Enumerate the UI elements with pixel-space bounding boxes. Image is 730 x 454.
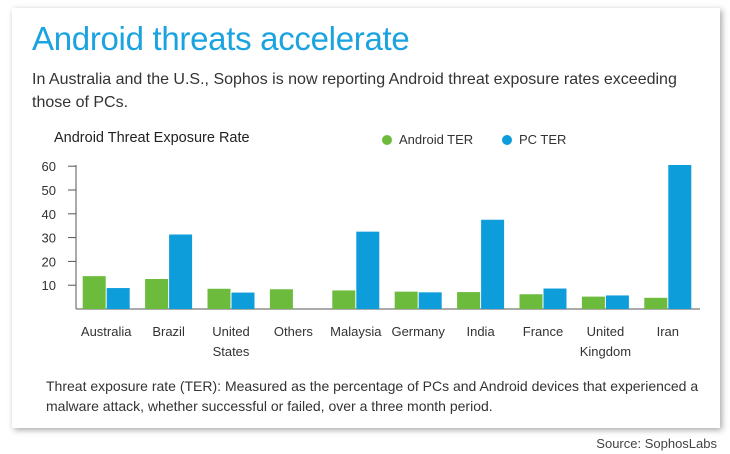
- y-tick-label: 40: [42, 207, 56, 222]
- bar-android-united-kingdom: [581, 296, 605, 309]
- legend-label-android: Android TER: [399, 132, 474, 147]
- legend-item-android: Android TER: [382, 132, 473, 147]
- bar-pc-brazil: [169, 234, 193, 309]
- y-tick-label: 10: [42, 278, 56, 293]
- bar-android-united-states: [207, 288, 231, 309]
- legend-swatch-android: [382, 134, 392, 145]
- y-tick-label: 20: [42, 254, 56, 269]
- legend-item-pc: PC TER: [502, 132, 566, 147]
- source-credit: Source: SophosLabs: [596, 436, 717, 451]
- bar-pc-iran: [668, 165, 692, 309]
- x-tick-label: Iran: [657, 324, 679, 339]
- bar-pc-malaysia: [356, 231, 380, 309]
- x-tick-label: Germany: [391, 324, 445, 339]
- x-tick-label: Kingdom: [580, 344, 631, 359]
- bar-pc-australia: [106, 288, 130, 309]
- page-title: Android threats accelerate: [32, 20, 410, 57]
- x-tick-label: Brazil: [152, 324, 185, 339]
- legend-label-pc: PC TER: [519, 132, 567, 147]
- bar-android-iran: [644, 297, 668, 309]
- chart-title: Android Threat Exposure Rate: [54, 130, 250, 146]
- x-tick-label: Others: [274, 324, 314, 339]
- x-tick-label: States: [213, 344, 250, 359]
- bar-android-australia: [82, 276, 106, 309]
- bar-android-france: [519, 294, 543, 309]
- page-subtitle: In Australia and the U.S., Sophos is now…: [32, 71, 677, 111]
- y-tick-label: 50: [42, 183, 56, 198]
- x-tick-label: France: [523, 324, 563, 339]
- footnote: Threat exposure rate (TER): Measured as …: [46, 378, 699, 414]
- x-tick-label: United: [587, 324, 625, 339]
- bar-pc-india: [481, 219, 505, 309]
- bar-pc-france: [543, 288, 567, 309]
- bar-pc-united-states: [231, 292, 255, 309]
- bar-android-others: [269, 289, 293, 309]
- chart-card: [12, 8, 720, 428]
- bar-android-malaysia: [332, 290, 356, 309]
- x-tick-label: United: [212, 324, 250, 339]
- y-tick-label: 60: [42, 159, 56, 174]
- bar-pc-united-kingdom: [605, 295, 629, 309]
- x-tick-label: Malaysia: [330, 324, 382, 339]
- x-tick-label: India: [466, 324, 495, 339]
- bar-android-germany: [394, 291, 418, 309]
- bar-android-brazil: [145, 279, 169, 309]
- x-tick-label: Australia: [81, 324, 132, 339]
- legend-swatch-pc: [502, 134, 512, 145]
- y-tick-label: 30: [42, 231, 56, 246]
- bar-pc-germany: [418, 292, 442, 309]
- bar-android-india: [457, 292, 481, 309]
